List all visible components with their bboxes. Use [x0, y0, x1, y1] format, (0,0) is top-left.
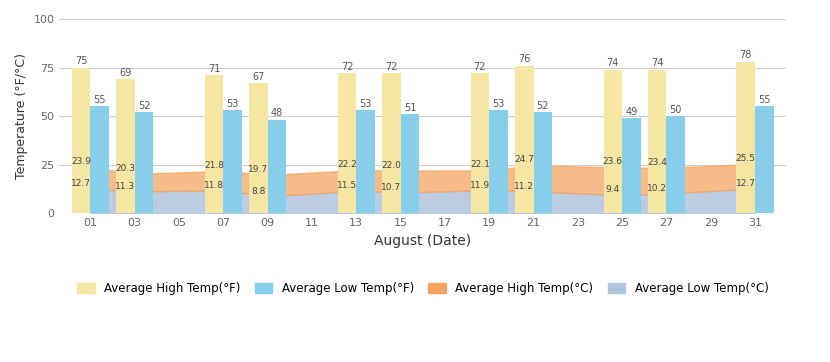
Text: 55: 55 — [94, 95, 106, 105]
Bar — [205, 75, 223, 213]
Text: 22.0: 22.0 — [381, 161, 401, 169]
Bar — [72, 68, 90, 213]
Text: 25.5: 25.5 — [735, 154, 756, 163]
Text: 22.2: 22.2 — [337, 160, 357, 169]
Text: 24.7: 24.7 — [515, 155, 535, 164]
Bar — [489, 110, 508, 213]
Text: 50: 50 — [670, 105, 682, 115]
Text: 22.1: 22.1 — [470, 160, 490, 169]
Text: 10.2: 10.2 — [647, 184, 667, 193]
Text: 55: 55 — [758, 95, 770, 105]
Text: 72: 72 — [474, 62, 486, 72]
Text: 21.8: 21.8 — [204, 161, 224, 170]
Text: 74: 74 — [607, 58, 619, 68]
Bar — [471, 73, 489, 213]
Bar — [90, 106, 109, 213]
Text: 75: 75 — [75, 56, 87, 66]
Text: 52: 52 — [536, 101, 549, 111]
Text: 9.4: 9.4 — [606, 185, 620, 194]
X-axis label: August (Date): August (Date) — [374, 234, 471, 248]
Bar — [249, 83, 267, 213]
Text: 11.3: 11.3 — [115, 182, 135, 191]
Text: 20.3: 20.3 — [115, 164, 135, 173]
Bar — [534, 112, 552, 213]
Text: 8.8: 8.8 — [251, 187, 266, 195]
Text: 51: 51 — [403, 103, 416, 113]
Text: 76: 76 — [518, 54, 530, 64]
Text: 72: 72 — [385, 62, 398, 72]
Y-axis label: Temperature (°F/°C): Temperature (°F/°C) — [15, 53, 28, 179]
Bar — [515, 66, 534, 213]
Text: 69: 69 — [120, 68, 132, 78]
Bar — [382, 73, 401, 213]
Text: 78: 78 — [740, 50, 752, 60]
Text: 23.4: 23.4 — [647, 158, 667, 167]
Legend: Average High Temp(°F), Average Low Temp(°F), Average High Temp(°C), Average Low : Average High Temp(°F), Average Low Temp(… — [72, 278, 774, 300]
Bar — [622, 118, 641, 213]
Text: 11.9: 11.9 — [470, 181, 490, 190]
Text: 49: 49 — [625, 106, 637, 117]
Text: 12.7: 12.7 — [735, 179, 756, 188]
Text: 23.6: 23.6 — [603, 157, 622, 167]
Text: 48: 48 — [271, 109, 283, 118]
Bar — [666, 116, 685, 213]
Text: 74: 74 — [651, 58, 663, 68]
Bar — [603, 70, 622, 213]
Text: 67: 67 — [252, 72, 265, 81]
Bar — [736, 62, 755, 213]
Text: 10.7: 10.7 — [381, 183, 402, 192]
Text: 12.7: 12.7 — [71, 179, 91, 188]
Bar — [755, 106, 774, 213]
Text: 11.5: 11.5 — [337, 181, 357, 190]
Bar — [134, 112, 154, 213]
Bar — [338, 73, 356, 213]
Bar — [401, 114, 419, 213]
Bar — [356, 110, 375, 213]
Bar — [648, 70, 666, 213]
Text: 72: 72 — [341, 62, 354, 72]
Bar — [116, 79, 134, 213]
Text: 53: 53 — [359, 99, 372, 109]
Text: 53: 53 — [227, 99, 239, 109]
Text: 11.8: 11.8 — [204, 181, 224, 190]
Text: 53: 53 — [492, 99, 505, 109]
Text: 23.9: 23.9 — [71, 157, 91, 166]
Text: 19.7: 19.7 — [248, 165, 268, 174]
Bar — [267, 120, 286, 213]
Bar — [223, 110, 242, 213]
Text: 11.2: 11.2 — [515, 182, 535, 191]
Text: 71: 71 — [208, 64, 220, 74]
Text: 52: 52 — [138, 101, 150, 111]
